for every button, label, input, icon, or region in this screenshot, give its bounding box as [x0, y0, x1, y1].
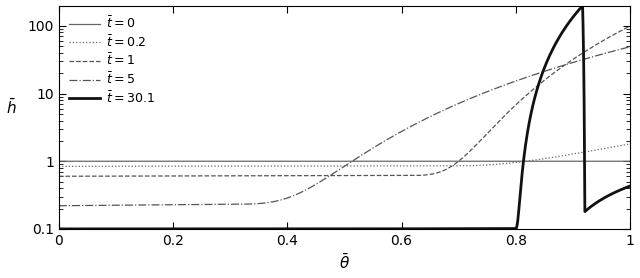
$\bar{t} = 0.2$	[426, 164, 434, 168]
$\bar{t} = 0$	[626, 160, 634, 163]
Line: $\bar{t} = 1$: $\bar{t} = 1$	[59, 26, 630, 176]
$\bar{t} = 1$	[55, 175, 63, 178]
$\bar{t} = 1$	[426, 173, 434, 176]
$\bar{t} = 0.2$	[525, 159, 532, 163]
Legend: $\bar{t} = 0$, $\bar{t} = 0.2$, $\bar{t} = 1$, $\bar{t} = 5$, $\bar{t} = 30.1$: $\bar{t} = 0$, $\bar{t} = 0.2$, $\bar{t}…	[65, 12, 159, 109]
$\bar{t} = 0$	[426, 160, 434, 163]
$\bar{t} = 0.2$	[273, 164, 281, 168]
Line: $\bar{t} = 0.2$: $\bar{t} = 0.2$	[59, 144, 630, 166]
$\bar{t} = 5$	[626, 45, 634, 48]
$\bar{t} = 0$	[55, 160, 63, 163]
$\bar{t} = 30.1$	[525, 125, 532, 129]
Y-axis label: $\bar{h}$: $\bar{h}$	[6, 98, 16, 117]
$\bar{t} = 5$	[426, 115, 434, 118]
$\bar{t} = 0$	[525, 160, 532, 163]
$\bar{t} = 5$	[55, 204, 63, 207]
$\bar{t} = 0.2$	[481, 163, 489, 167]
X-axis label: $\bar{\theta}$: $\bar{\theta}$	[339, 253, 350, 272]
$\bar{t} = 30.1$	[55, 227, 63, 230]
$\bar{t} = 5$	[397, 130, 405, 133]
$\bar{t} = 1$	[525, 92, 532, 95]
$\bar{t} = 30.1$	[579, 4, 586, 7]
$\bar{t} = 1$	[481, 134, 489, 137]
$\bar{t} = 30.1$	[626, 184, 634, 188]
$\bar{t} = 5$	[273, 199, 281, 203]
$\bar{t} = 0.2$	[159, 165, 166, 168]
$\bar{t} = 0$	[273, 160, 281, 163]
$\bar{t} = 30.1$	[397, 227, 405, 230]
$\bar{t} = 0.2$	[626, 142, 634, 146]
$\bar{t} = 30.1$	[159, 227, 166, 230]
$\bar{t} = 0$	[481, 160, 489, 163]
$\bar{t} = 30.1$	[426, 227, 434, 230]
$\bar{t} = 5$	[159, 203, 166, 207]
$\bar{t} = 1$	[273, 174, 281, 177]
$\bar{t} = 1$	[397, 174, 405, 177]
$\bar{t} = 5$	[481, 91, 489, 94]
$\bar{t} = 30.1$	[273, 227, 281, 230]
$\bar{t} = 0.2$	[55, 165, 63, 168]
$\bar{t} = 0$	[397, 160, 405, 163]
Line: $\bar{t} = 5$: $\bar{t} = 5$	[59, 47, 630, 206]
$\bar{t} = 1$	[626, 24, 634, 28]
$\bar{t} = 1$	[159, 174, 166, 178]
$\bar{t} = 0$	[159, 160, 166, 163]
$\bar{t} = 0.2$	[397, 164, 405, 168]
$\bar{t} = 30.1$	[481, 227, 489, 230]
$\bar{t} = 5$	[525, 75, 532, 78]
Line: $\bar{t} = 30.1$: $\bar{t} = 30.1$	[59, 6, 630, 229]
